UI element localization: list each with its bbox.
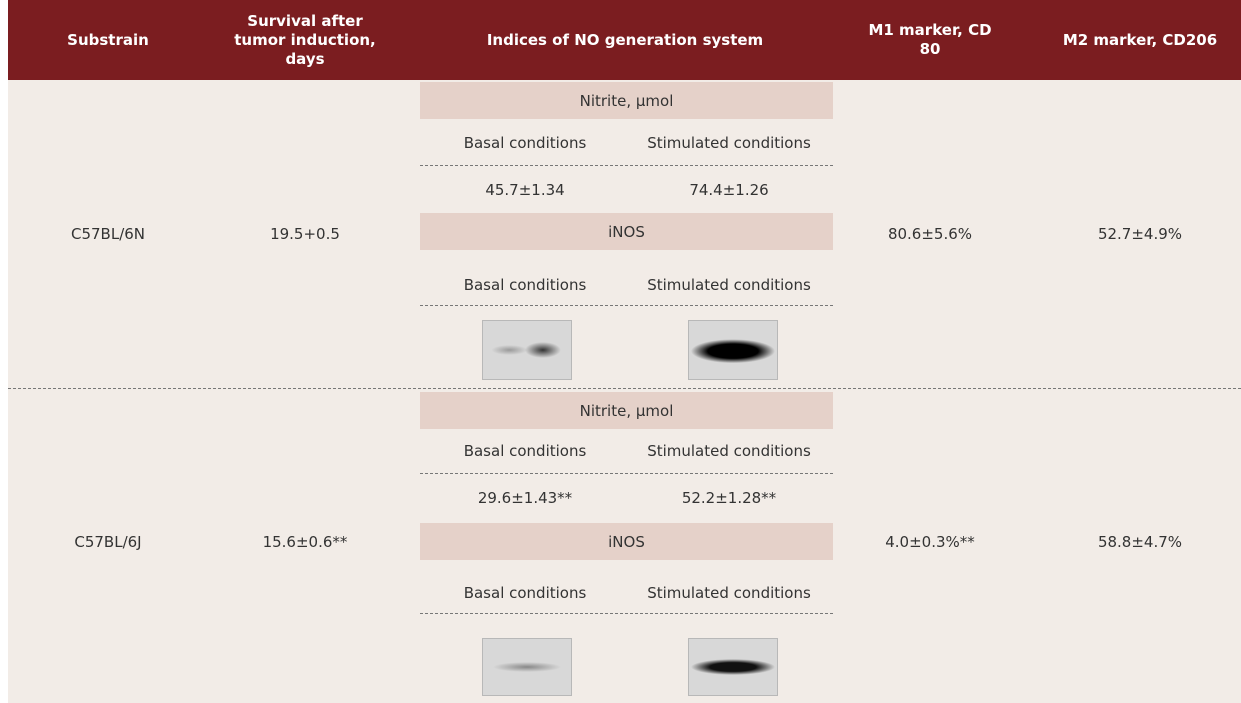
divider [420,473,833,474]
condition-label: Stimulated conditions [647,276,811,294]
survival: 15.6±0.6** [262,533,348,551]
header-cell: Substrain [67,30,149,49]
divider [420,305,833,306]
western-blot [688,638,778,696]
substrain: C57BL/6J [74,533,142,551]
m2-marker: 58.8±4.7% [1097,533,1183,551]
m1-marker: 4.0±0.3%** [885,533,975,551]
header-cell: M2 marker, CD206 [1062,30,1218,49]
western-blot [482,320,572,380]
header-cell: Indices of NO generation system [486,30,764,49]
substrain: C57BL/6N [70,225,146,243]
condition-label: Basal conditions [463,276,587,294]
divider [420,165,833,166]
survival: 19.5+0.5 [270,225,340,243]
nitrite-band: Nitrite, µmol [420,82,833,119]
nitrite-value: 45.7±1.34 [485,181,565,199]
m2-marker: 52.7±4.9% [1097,225,1183,243]
nitrite-value: 29.6±1.43** [477,489,573,507]
condition-label: Stimulated conditions [647,134,811,152]
row-divider [8,388,1241,389]
nitrite-band: Nitrite, µmol [420,392,833,429]
western-blot [688,320,778,380]
western-blot [482,638,572,696]
header-cell: Survival after tumor induction, days [234,11,376,68]
header-bar [8,0,1241,80]
inos-band: iNOS [420,523,833,560]
table-body [8,80,1241,703]
condition-label: Stimulated conditions [647,584,811,602]
divider [420,613,833,614]
inos-band: iNOS [420,213,833,250]
condition-label: Basal conditions [463,134,587,152]
nitrite-value: 74.4±1.26 [689,181,769,199]
condition-label: Basal conditions [463,584,587,602]
nitrite-value: 52.2±1.28** [681,489,777,507]
condition-label: Basal conditions [463,442,587,460]
condition-label: Stimulated conditions [647,442,811,460]
m1-marker: 80.6±5.6% [887,225,973,243]
header-cell: M1 marker, CD 80 [868,21,992,58]
